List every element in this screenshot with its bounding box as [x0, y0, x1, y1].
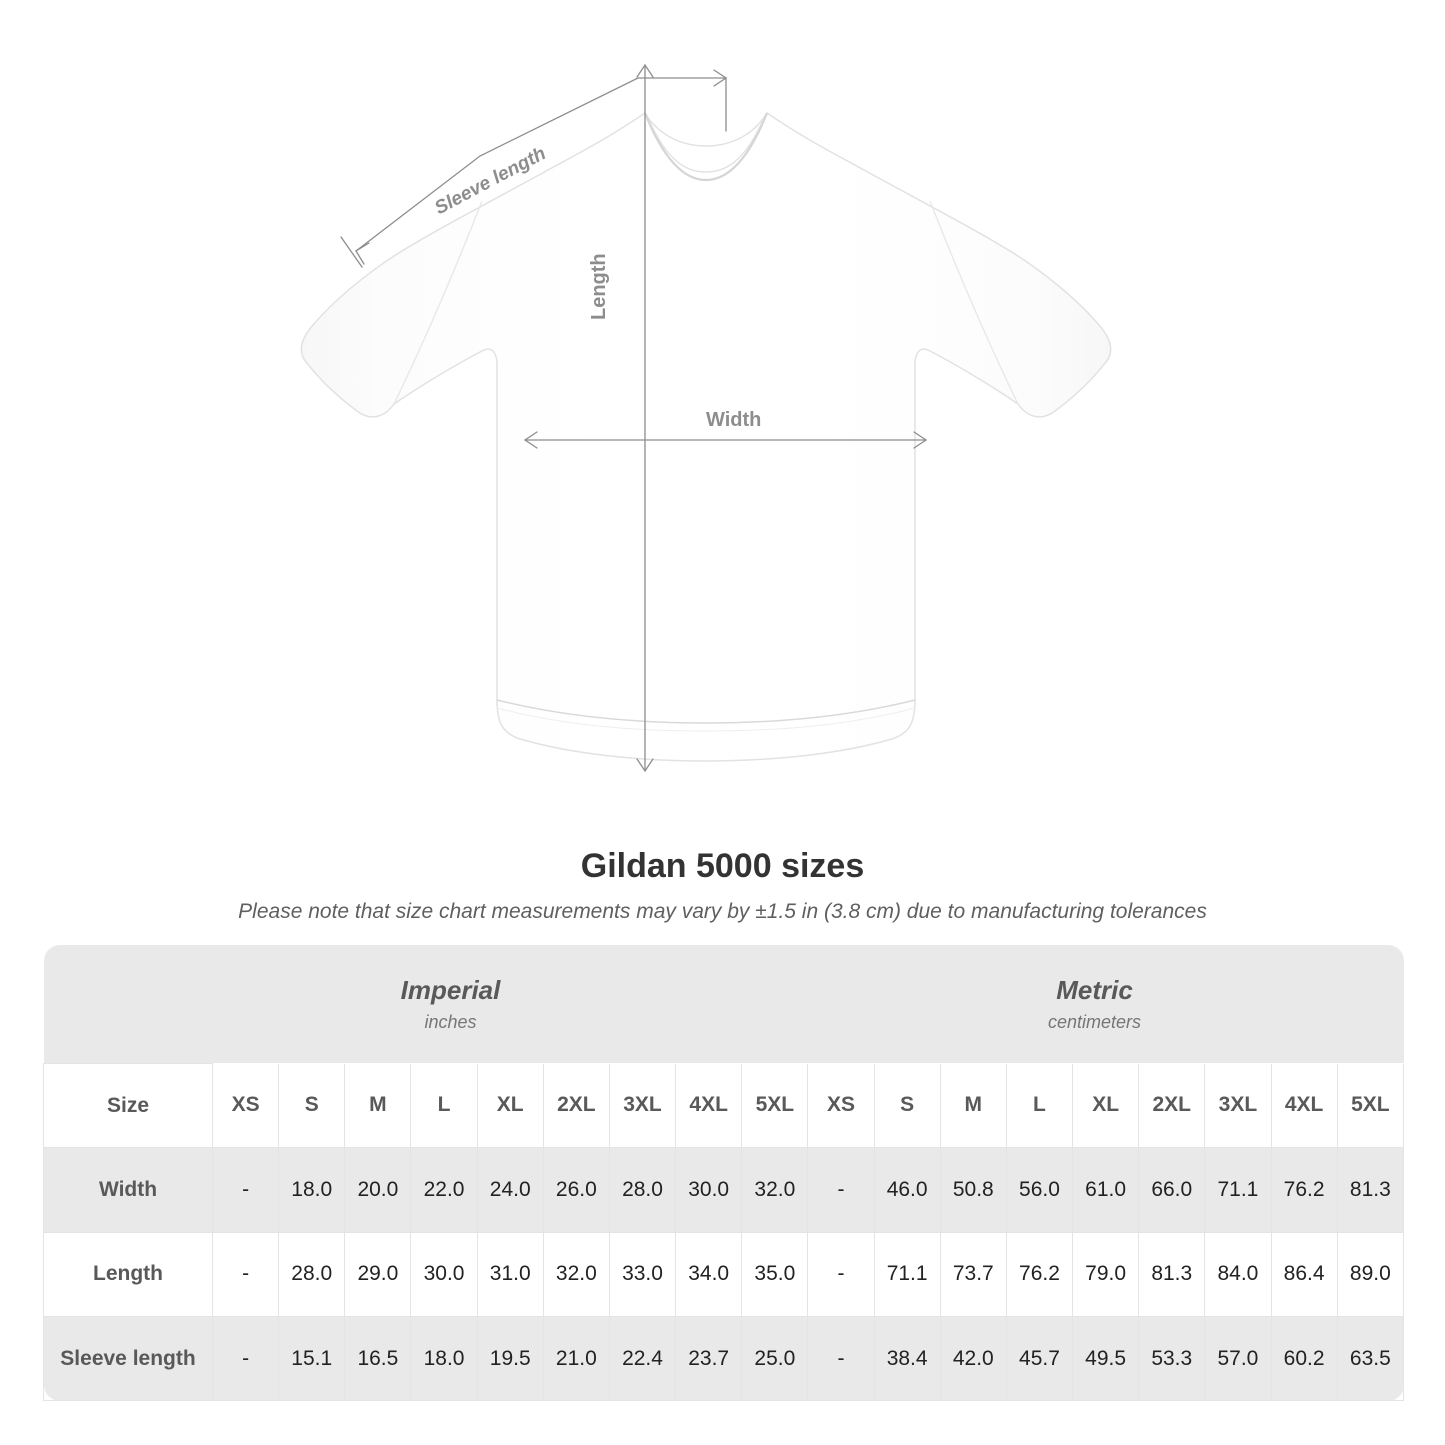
svg-text:Width: Width — [706, 409, 761, 431]
svg-text:Length: Length — [588, 253, 610, 320]
